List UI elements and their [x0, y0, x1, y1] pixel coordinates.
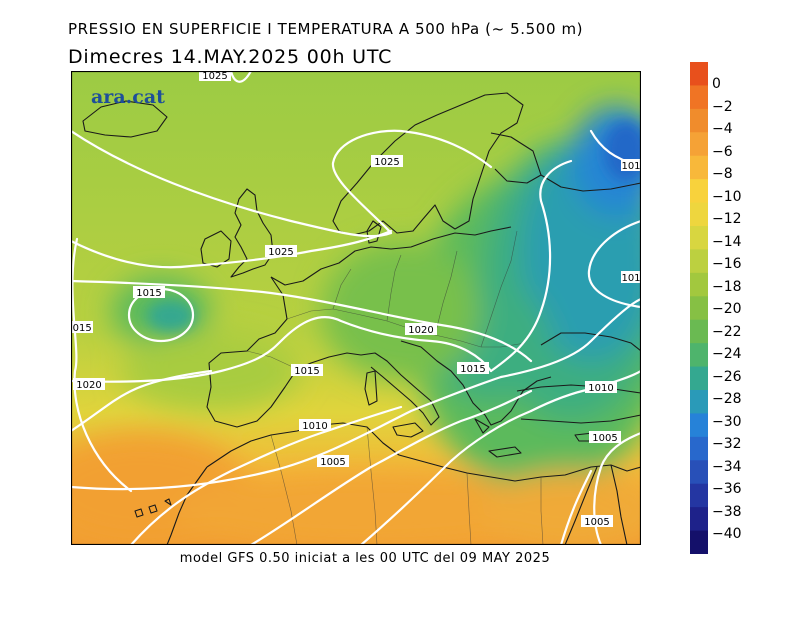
logo: ara.cat [91, 86, 165, 108]
colorbar-tick-label: −26 [712, 368, 742, 385]
colorbar-swatch [690, 179, 708, 204]
colorbar-swatch [690, 483, 708, 508]
temperature-colorbar [690, 62, 708, 554]
isobar-label: 1025 [371, 155, 403, 168]
svg-text:1010: 1010 [302, 421, 327, 432]
colorbar-tick-label: −2 [712, 98, 733, 115]
isobar-label: 101 [621, 159, 641, 172]
isobar-label: 1020 [405, 323, 437, 336]
colorbar-tick-label: −12 [712, 211, 742, 227]
svg-text:1005: 1005 [592, 433, 617, 444]
svg-text:1025: 1025 [374, 157, 399, 168]
isobar-label: 1015 [71, 321, 93, 334]
colorbar-swatch [690, 226, 708, 250]
isobar-label: 1015 [133, 286, 165, 299]
colorbar-swatch [690, 202, 708, 227]
temperature-blobs [71, 106, 641, 545]
colorbar-tick-label: −24 [712, 346, 742, 362]
svg-text:101: 101 [621, 273, 640, 284]
svg-text:101: 101 [621, 161, 640, 172]
colorbar-swatch [690, 62, 708, 86]
colorbar-swatch [690, 530, 708, 554]
isobar-label: 1025 [199, 71, 231, 82]
colorbar-swatch [690, 507, 708, 532]
svg-text:1015: 1015 [136, 288, 161, 299]
isobar-label: 1005 [317, 455, 349, 468]
colorbar-tick-label: −8 [712, 166, 733, 182]
colorbar-swatch [690, 249, 708, 274]
colorbar-tick-label: −20 [712, 301, 742, 317]
colorbar-swatch [690, 108, 708, 133]
colorbar-swatch [690, 366, 708, 391]
isobar-label: 101 [621, 271, 641, 284]
svg-text:1015: 1015 [71, 323, 92, 334]
colorbar-swatch [690, 155, 708, 180]
isobar-label: 1005 [589, 431, 621, 444]
model-info: model GFS 0.50 iniciat a les 00 UTC del … [179, 551, 551, 566]
colorbar-swatch [690, 296, 708, 321]
svg-text:1005: 1005 [584, 517, 609, 528]
colorbar-swatch [690, 319, 708, 344]
colorbar-tick-label: −32 [712, 436, 742, 452]
colorbar-tick-label: −38 [712, 503, 742, 520]
colorbar-tick-label: −6 [712, 143, 733, 160]
svg-text:1020: 1020 [408, 325, 433, 336]
colorbar-swatch [690, 390, 708, 414]
svg-text:1010: 1010 [588, 383, 613, 394]
weather-map: 1025 1025 1025 1015 1015 1020 1020 1015 … [71, 71, 641, 545]
colorbar-swatch [690, 343, 708, 368]
colorbar-tick-label: 0 [712, 76, 721, 92]
colorbar-tick-label: −36 [712, 481, 742, 497]
colorbar-tick-label: −10 [712, 188, 742, 205]
colorbar-tick-label: −40 [712, 526, 742, 542]
colorbar-swatch [690, 132, 708, 157]
isobar-label: 1010 [299, 419, 331, 432]
colorbar-swatch [690, 272, 708, 297]
isobars [71, 71, 641, 545]
valid-date: Dimecres 14.MAY.2025 00h UTC [68, 46, 393, 68]
svg-text:1005: 1005 [320, 457, 345, 468]
colorbar-tick-label: −28 [712, 391, 742, 407]
isobar-label: 1005 [581, 515, 613, 528]
chart-title: PRESSIO EN SUPERFICIE I TEMPERATURA A 50… [68, 20, 584, 38]
isobar-label: 1025 [265, 245, 297, 258]
colorbar-swatch [690, 85, 708, 110]
isobar-label: 1020 [73, 378, 105, 391]
colorbar-swatch [690, 460, 708, 485]
colorbar-tick-label: −22 [712, 323, 742, 340]
colorbar-swatch [690, 413, 708, 438]
svg-text:1015: 1015 [294, 366, 319, 377]
svg-text:1025: 1025 [268, 247, 293, 258]
isobar-label: 1015 [291, 364, 323, 377]
colorbar-tick-label: −4 [712, 121, 733, 137]
colorbar-tick-label: −30 [712, 413, 742, 430]
colorbar-tick-label: −14 [712, 233, 742, 250]
svg-text:1020: 1020 [76, 380, 101, 391]
colorbar-swatch [690, 436, 708, 461]
colorbar-tick-label: −34 [712, 458, 742, 475]
colorbar-tick-label: −18 [712, 278, 742, 295]
colorbar-tick-label: −16 [712, 256, 742, 272]
svg-text:1025: 1025 [202, 71, 227, 82]
isobar-label: 1015 [457, 362, 489, 375]
isobar-label: 1010 [585, 381, 617, 394]
svg-text:1015: 1015 [460, 364, 485, 375]
